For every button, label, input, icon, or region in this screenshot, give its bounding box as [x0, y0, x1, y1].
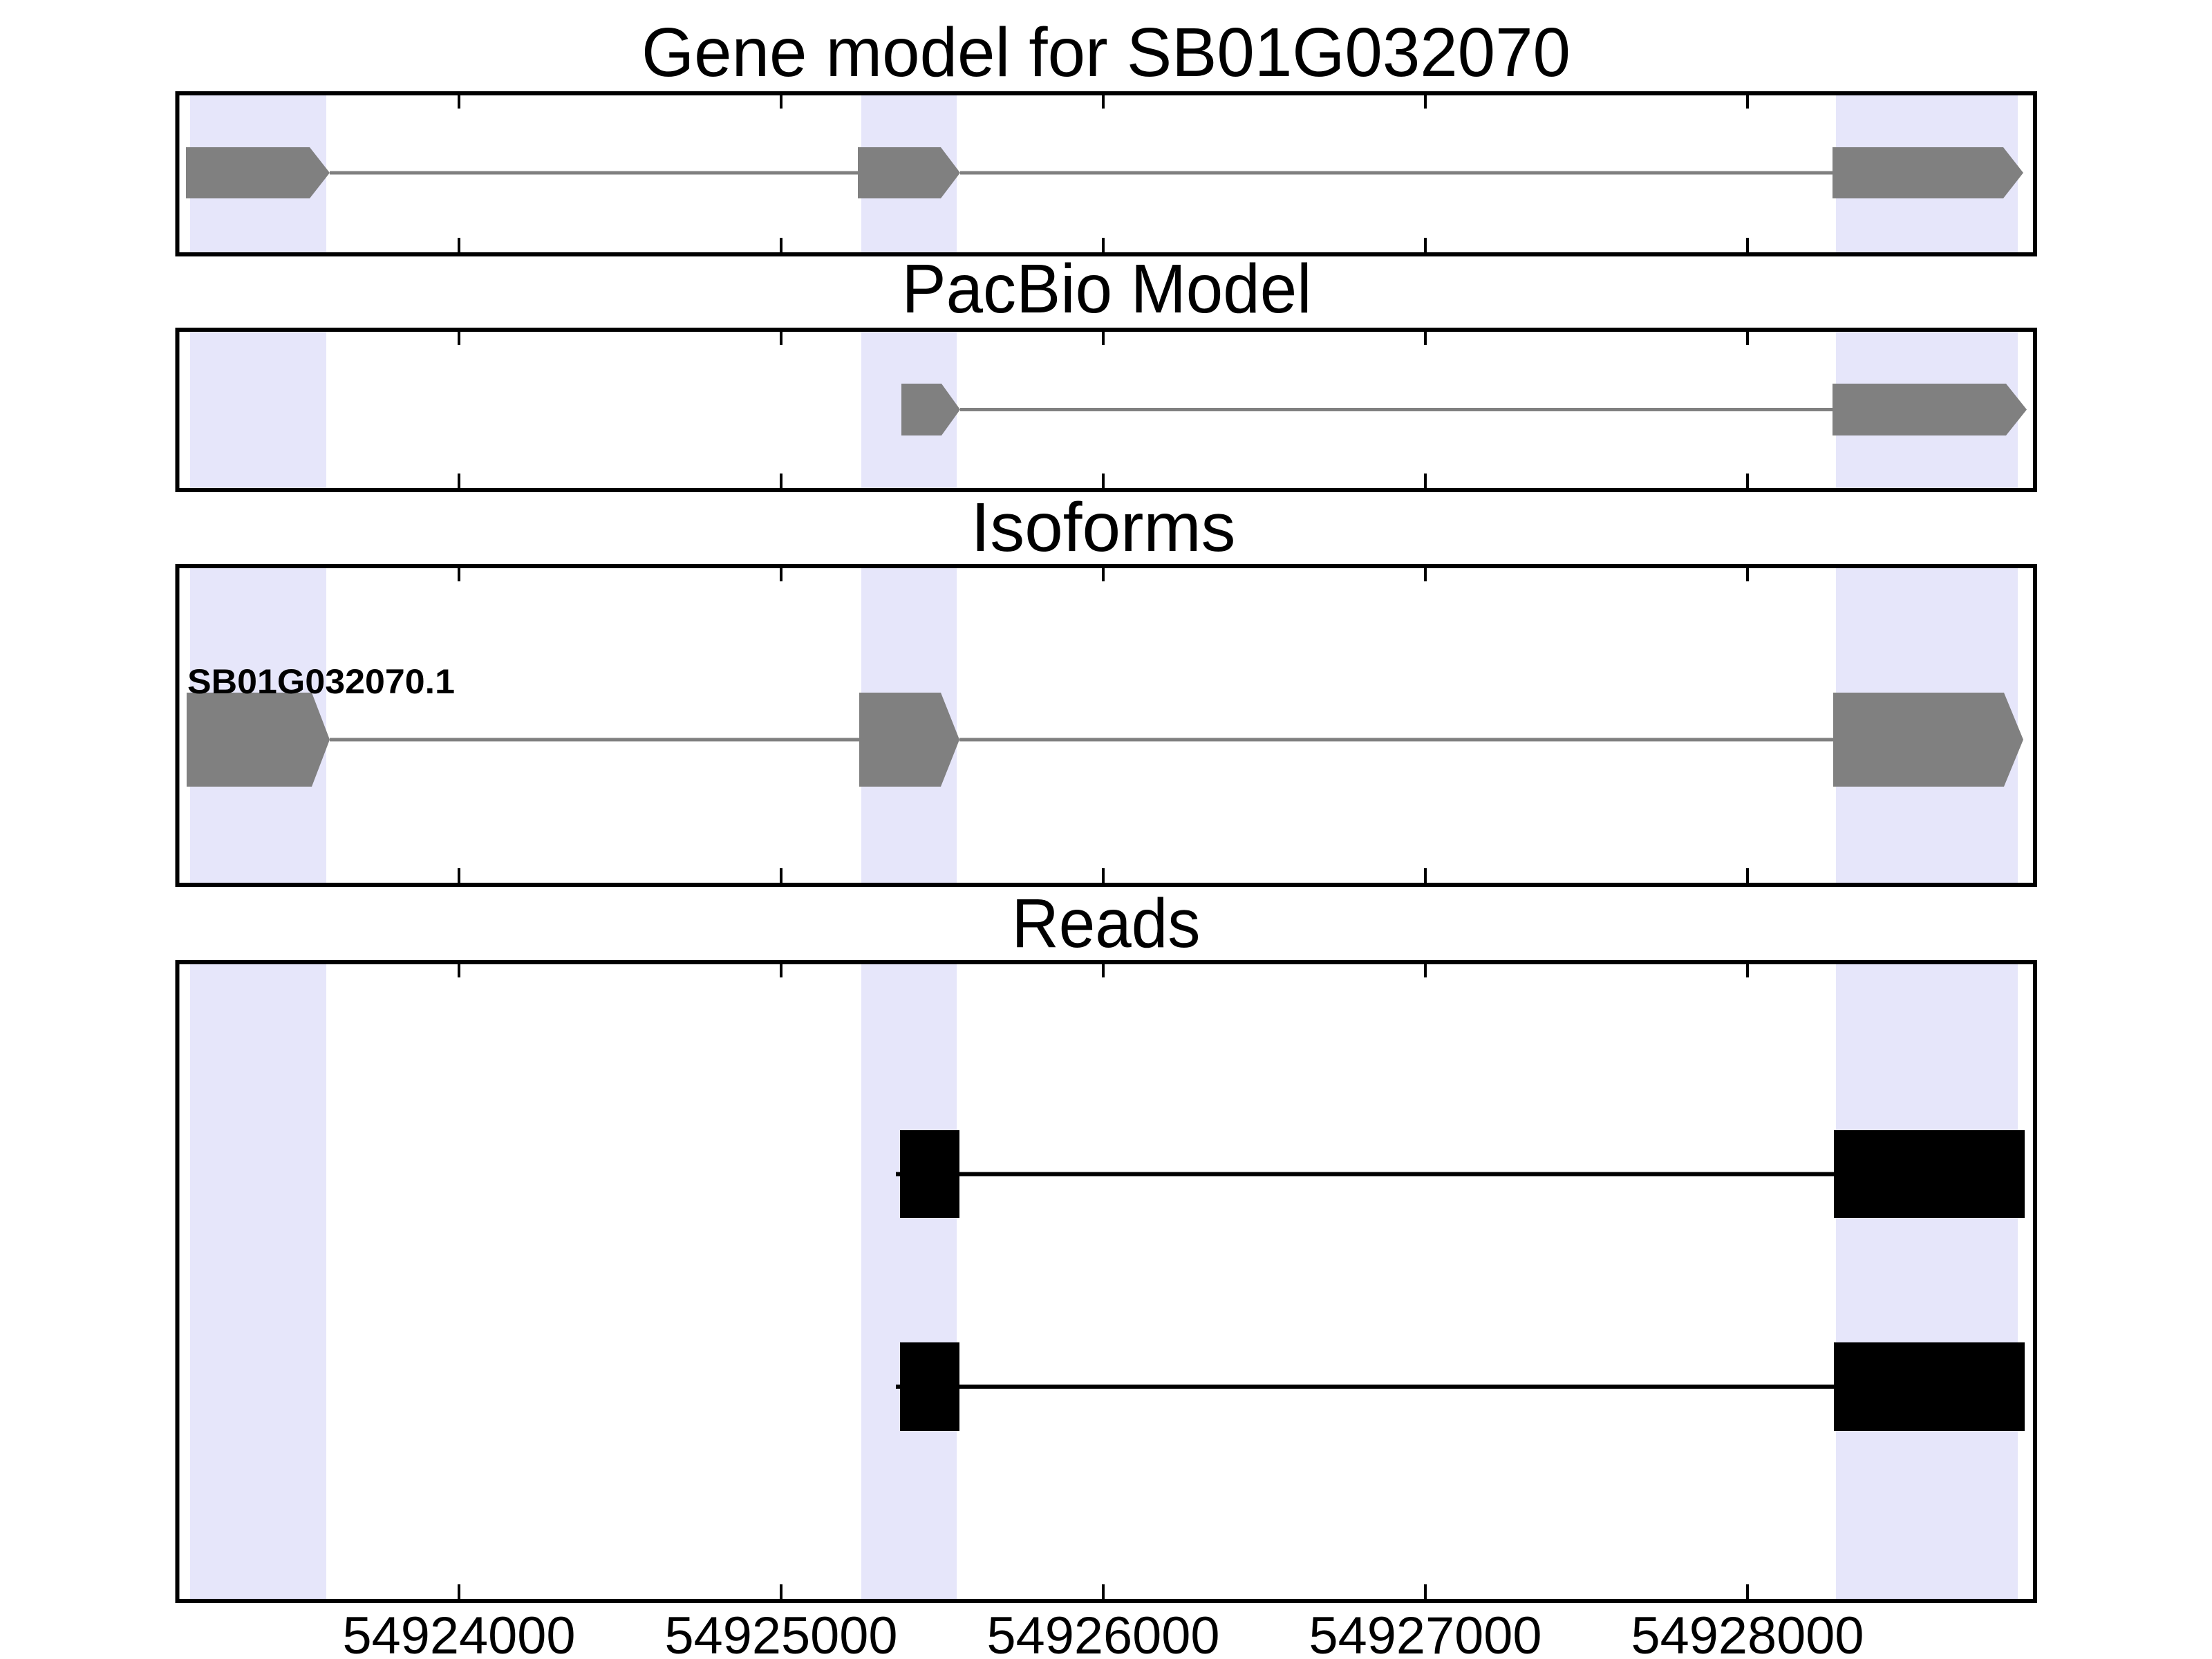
svg-text:54924000: 54924000	[343, 1606, 576, 1659]
svg-text:54926000: 54926000	[987, 1606, 1220, 1659]
svg-text:Gene model for SB01G032070: Gene model for SB01G032070	[641, 14, 1571, 91]
svg-text:Isoforms: Isoforms	[971, 489, 1236, 566]
svg-text:54927000: 54927000	[1309, 1606, 1542, 1659]
svg-text:Reads: Reads	[1012, 885, 1201, 962]
svg-text:54928000: 54928000	[1631, 1606, 1864, 1659]
svg-text:PacBio Model: PacBio Model	[902, 250, 1312, 328]
svg-text:54925000: 54925000	[665, 1606, 898, 1659]
svg-text:SB01G032070.1: SB01G032070.1	[187, 662, 455, 701]
